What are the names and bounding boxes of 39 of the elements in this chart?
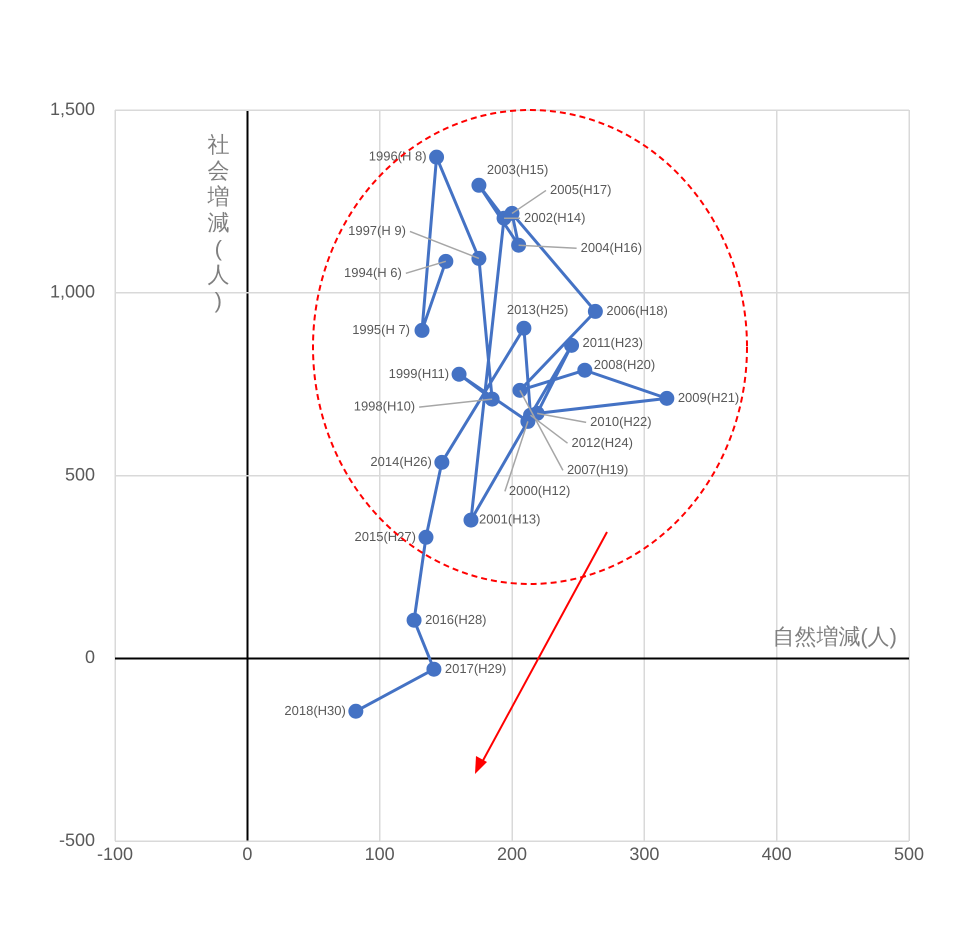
y-axis-title: 社会増減(人): [206, 132, 230, 314]
annotation: 2007(H19): [566, 462, 628, 477]
annotation: 2009(H21): [678, 390, 740, 405]
annotation: 2012(H24): [572, 434, 633, 450]
y-tick-label: 1,500: [50, 98, 95, 119]
x-tick-label: 0: [242, 844, 252, 864]
y-tick-label: 0: [84, 647, 95, 668]
x-tick-label: 300: [629, 844, 660, 864]
annotation: 2001(H13): [478, 512, 540, 527]
annotation: 2002(H14): [524, 210, 586, 225]
annotation: 2017(H29): [444, 660, 506, 676]
annotation: 1994(H 6): [344, 264, 402, 280]
annotation: 2016(H28): [425, 612, 487, 627]
annotation: 2014(H26): [370, 454, 432, 469]
x-tick-label: 500: [894, 844, 924, 864]
x-axis-title: 自然増減(人): [772, 623, 897, 652]
x-tick-label: 100: [364, 844, 395, 864]
annotation: 1996(H 8): [368, 148, 427, 164]
x-tick-label: 200: [496, 844, 528, 864]
annotation: 2018(H30): [284, 702, 346, 718]
annotation: 2008(H20): [594, 356, 656, 372]
annotation: 2005(H17): [550, 182, 612, 198]
annotation: 2013(H25): [506, 302, 568, 317]
x-tick-label: -100: [96, 844, 134, 864]
y-tick-label: 1,000: [50, 282, 95, 302]
annotation: 2006(H18): [606, 302, 668, 318]
annotation: 1998(H10): [354, 398, 416, 414]
annotation: 1999(H11): [388, 366, 450, 381]
annotation: 2004(H16): [580, 240, 642, 255]
annotation: 2015(H27): [354, 528, 416, 544]
annotation: 2010(H22): [590, 414, 652, 429]
annotation: 2003(H15): [486, 162, 548, 177]
y-tick-label: 500: [64, 464, 95, 484]
annotation: 1995(H 7): [352, 322, 410, 337]
annotation: 2000(H12): [508, 482, 570, 498]
annotation: 1997(H 9): [348, 222, 406, 238]
x-tick-label: 400: [762, 844, 792, 864]
annotation: 2011(H23): [582, 334, 644, 350]
y-tick-label: -500: [58, 830, 95, 850]
